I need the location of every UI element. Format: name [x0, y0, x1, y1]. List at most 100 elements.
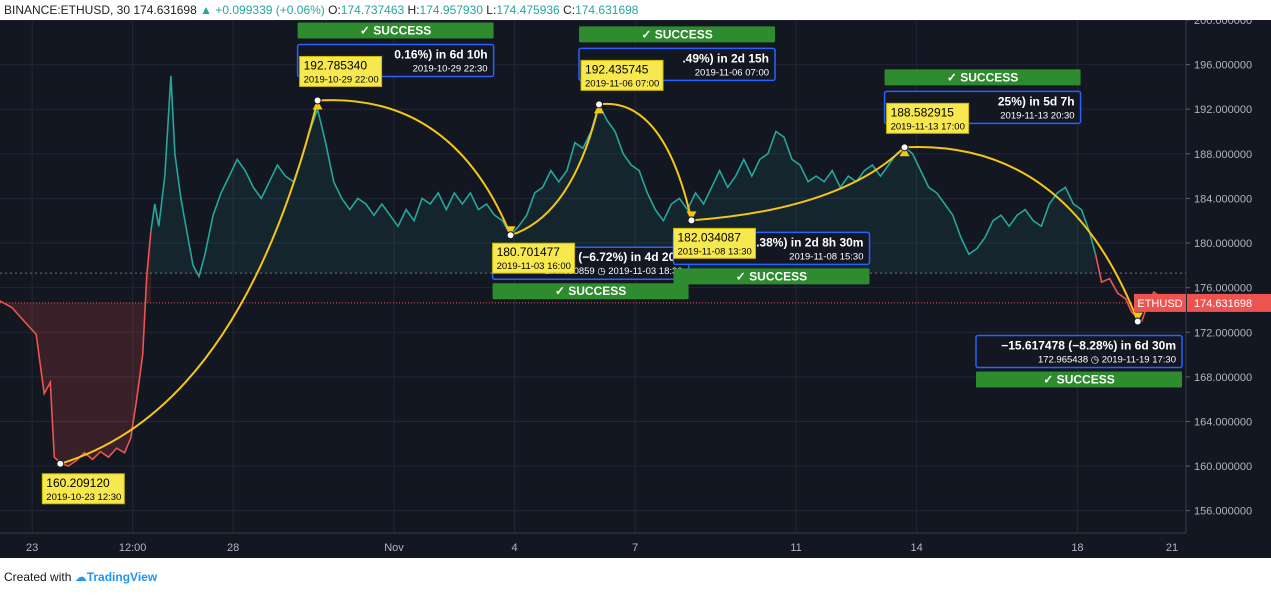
price-tick-label: 184.000000: [1194, 193, 1252, 205]
price-tick-label: 168.000000: [1194, 372, 1252, 384]
time-tick-label: 11: [790, 542, 801, 554]
anchor-point[interactable]: [900, 143, 909, 152]
info-change-text: .49%) in 2d 15h: [682, 51, 769, 65]
success-badge[interactable]: ✓ SUCCESS: [673, 268, 870, 285]
grid-lines: [0, 20, 1186, 533]
info-date-text: 179.830859 ◷ 2019-11-03 18:30: [545, 266, 683, 277]
info-date-text: 2019-11-08 15:30: [789, 251, 863, 262]
chart-header: BINANCE:ETHUSD, 30 174.631698 ▲ +0.09933…: [0, 0, 1271, 20]
price-callout: [492, 242, 576, 274]
forecast-arrows: [60, 99, 1143, 465]
success-badge[interactable]: ✓ SUCCESS: [579, 26, 776, 43]
time-tick-label: 14: [911, 542, 923, 554]
forecast-annotation[interactable]: 160.209120 2019-10-23 12:30: [41, 459, 125, 505]
info-change-text: 25%) in 5d 7h: [998, 94, 1075, 108]
forecast-annotations[interactable]: 160.209120 2019-10-23 12:30 0.16%) in 6d 1…: [41, 22, 1183, 505]
forecast-annotation[interactable]: 0.16%) in 6d 10h 2019-10-29 22:30 ✓ SUCCES…: [296, 22, 495, 105]
callout-price: 180.701477: [497, 245, 561, 259]
forecast-annotation[interactable]: 25%) in 5d 7h 2019-11-13 20:30 ✓ SUCCESS 18…: [883, 69, 1082, 152]
time-tick-label: Nov: [384, 542, 404, 554]
price-tick-label: 172.000000: [1194, 327, 1252, 339]
price-callout: [41, 473, 125, 505]
up-triangle-icon: ▲: [200, 3, 213, 17]
price-axis[interactable]: 200.000000 196.000000 192.000000 188.000000…: [1185, 20, 1271, 558]
info-date-text: 172.965438 ◷ 2019-11-19 17:30: [1038, 354, 1176, 365]
price-line-up: [150, 75, 1097, 279]
anchor-point[interactable]: [56, 459, 65, 468]
forecast-arrow: [691, 146, 906, 222]
price-chart[interactable]: 200.000000 196.000000 192.000000 188.000000…: [0, 20, 1271, 558]
close-value: 174.631698: [575, 3, 639, 17]
current-price-badge: [1187, 293, 1271, 312]
info-change-text: 0.16%) in 6d 10h: [394, 47, 487, 61]
arrowhead-icon: [594, 104, 604, 114]
anchor-point[interactable]: [1133, 317, 1142, 326]
price-tick-label: 200.000000: [1194, 20, 1252, 27]
price-tick-label: 188.000000: [1194, 149, 1252, 161]
price-tick-label: 160.000000: [1194, 461, 1252, 473]
callout-price: 192.435745: [585, 62, 649, 76]
anchor-point[interactable]: [313, 96, 322, 105]
forecast-annotation[interactable]: −15.617478 (−8.28%) in 6d 30m 172.965438 …: [975, 317, 1183, 388]
success-label: ✓ SUCCESS: [360, 23, 431, 37]
anchor-point[interactable]: [595, 100, 604, 109]
info-change-text: −15.617478 (−8.28%) in 6d 30m: [1001, 338, 1176, 352]
symbol-label: BINANCE:ETHUSD, 30: [4, 3, 131, 17]
success-badge[interactable]: ✓ SUCCESS: [492, 283, 689, 300]
price-tick-label: 192.000000: [1194, 104, 1252, 116]
price-tick-label: 176.000000: [1194, 283, 1252, 295]
success-label: ✓ SUCCESS: [555, 284, 626, 298]
high-label: H:: [407, 3, 420, 17]
success-badge-bg: [976, 371, 1182, 388]
success-badge-bg: [297, 22, 494, 39]
time-tick-label: 21: [1166, 542, 1178, 554]
price-callout: [886, 102, 970, 134]
info-change-text: (−6.72%) in 4d 20h: [578, 250, 682, 264]
price-tick-label: 196.000000: [1194, 60, 1252, 72]
low-label: L:: [486, 3, 497, 17]
current-price-label: 174.631698: [1194, 298, 1252, 310]
forecast-annotation[interactable]: (−5.38%) in 2d 8h 30m 2019-11-08 15:30 ✓ S…: [672, 216, 871, 285]
anchor-point[interactable]: [506, 231, 515, 240]
info-date-text: 2019-11-06 07:00: [695, 67, 769, 78]
callout-date: 2019-10-23 12:30: [46, 492, 121, 503]
forecast-annotation[interactable]: .49%) in 2d 15h 2019-11-06 07:00 ✓ SUCCESS…: [578, 26, 776, 109]
chart-container[interactable]: 200.000000 196.000000 192.000000 188.000000…: [0, 20, 1271, 558]
callout-date: 2019-11-13 17:00: [891, 121, 965, 132]
loss-area: [0, 231, 151, 467]
time-axis[interactable]: 23 12:00 28 Nov 4 7 11 14 18 21: [0, 532, 1186, 554]
forecast-arrow: [510, 104, 600, 237]
arrowhead-icon: [686, 211, 697, 221]
price-tick-label: 164.000000: [1194, 416, 1252, 428]
forecast-arrow: [598, 102, 693, 221]
time-tick-label: 18: [1071, 542, 1083, 554]
tradingview-brand[interactable]: TradingView: [86, 570, 158, 584]
success-label: ✓ SUCCESS: [641, 27, 712, 41]
gain-area: [150, 75, 1096, 277]
success-label: ✓ SUCCESS: [1043, 372, 1114, 386]
last-price: 174.631698: [133, 3, 197, 17]
price-axis-bg: [1186, 20, 1271, 558]
time-tick-label: 12:00: [119, 542, 147, 554]
forecast-arrow: [904, 145, 1139, 322]
arrowhead-icon: [1132, 312, 1143, 322]
forecast-arrow: [60, 100, 319, 465]
success-badge[interactable]: ✓ SUCCESS: [297, 22, 494, 39]
price-line-down: [0, 231, 152, 468]
price-callout: [580, 59, 664, 91]
price-callout: [299, 55, 383, 87]
anchor-point[interactable]: [687, 216, 696, 225]
callout-price: 188.582915: [891, 105, 955, 119]
callout-price: 160.209120: [46, 476, 110, 490]
success-badge-bg: [884, 69, 1081, 86]
time-tick-label: 23: [26, 542, 38, 554]
callout-price: 182.034087: [677, 230, 741, 244]
series-name-label: ETHUSD: [1137, 298, 1182, 310]
success-badge[interactable]: ✓ SUCCESS: [976, 371, 1182, 388]
callout-date: 2019-11-08 13:30: [677, 246, 751, 257]
tradingview-logo-icon[interactable]: ☁: [74, 570, 87, 584]
success-badge[interactable]: ✓ SUCCESS: [884, 69, 1081, 86]
callout-price: 192.785340: [304, 58, 368, 72]
forecast-annotation[interactable]: (−6.72%) in 4d 20h 179.830859 ◷ 2019-11-0…: [491, 231, 690, 300]
arrowhead-icon: [899, 147, 910, 157]
